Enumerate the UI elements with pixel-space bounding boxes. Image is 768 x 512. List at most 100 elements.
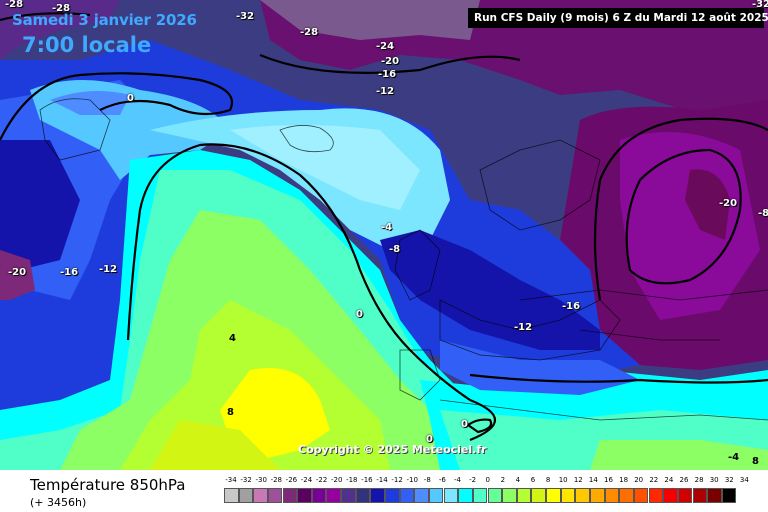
legend-label: -4	[454, 476, 461, 484]
isotherm-label: -12	[514, 322, 533, 333]
legend-label: 16	[604, 476, 613, 484]
color-scale-legend: -34 -32 -30 -28 -26 -24 -22 -20 -18 -16 -14 -12 -10-…	[224, 476, 754, 510]
isotherm-label: -16	[378, 69, 397, 80]
legend-swatch	[721, 488, 737, 503]
legend-label: -26	[285, 476, 298, 484]
legend-swatch	[692, 488, 707, 503]
legend-label: 32	[724, 476, 734, 484]
isotherm-label: 0	[127, 93, 134, 104]
legend-label: -34	[225, 476, 237, 484]
legend-label: -28	[270, 476, 283, 484]
legend-label: -14	[376, 476, 388, 484]
legend-swatch	[297, 488, 312, 503]
isotherm-label: -28	[5, 0, 24, 10]
isotherm-label: 0	[356, 309, 363, 320]
legend-label: -2	[469, 476, 477, 484]
forecast-date: Samedi 3 janvier 2026	[12, 11, 197, 29]
legend-swatch	[428, 488, 444, 503]
greenland-outline	[39, 98, 111, 161]
legend-swatch	[224, 488, 239, 503]
legend-swatch	[414, 488, 429, 503]
legend-swatch	[282, 488, 298, 503]
legend-swatch	[238, 488, 254, 503]
isotherm-label: -24	[376, 41, 395, 52]
legend-swatch	[604, 488, 620, 503]
isotherm-label: -8	[758, 208, 768, 219]
legend-label: -22	[315, 476, 328, 484]
iceland-outline	[279, 125, 334, 153]
isotherm-label: -20	[381, 56, 400, 67]
legend-label: -32	[240, 476, 252, 484]
legend-label: -6	[438, 476, 446, 484]
legend-swatch	[399, 488, 415, 503]
north-africa-coast	[439, 399, 768, 421]
legend-label: 2	[500, 476, 506, 484]
isotherm-label: -28	[52, 3, 71, 14]
isotherm-label: -20	[8, 267, 27, 278]
legend-label: 22	[649, 476, 659, 484]
legend-label: 18	[619, 476, 629, 484]
legend-swatch	[487, 488, 503, 503]
iberia-outline	[399, 349, 441, 401]
legend-label: 26	[679, 476, 689, 484]
legend-swatch	[253, 488, 268, 503]
isotherm-label: -4	[381, 222, 393, 233]
legend-swatch	[443, 488, 459, 503]
legend-swatch	[575, 488, 590, 503]
isotherm-label: -8	[389, 244, 401, 255]
isotherm-label: -16	[562, 301, 581, 312]
legend-label: -30	[255, 476, 267, 484]
variable-title: Température 850hPa	[30, 476, 186, 494]
legend-label: -20	[330, 476, 343, 484]
legend-label: 20	[634, 476, 644, 484]
legend-label: -16	[361, 476, 373, 484]
isotherm-label: -4	[728, 452, 740, 463]
legend-swatch	[472, 488, 488, 503]
legend-label: 0	[485, 476, 490, 484]
legend-swatch	[619, 488, 634, 503]
legend-label: -24	[300, 476, 313, 484]
copyright-text: Copyright © 2025 Meteociel.fr	[298, 443, 487, 456]
legend-labels: -34 -32 -30 -28 -26 -24 -22 -20 -18 -16 -14 -12 -10-…	[224, 476, 754, 486]
legend-swatch	[267, 488, 283, 503]
isotherm-0-line	[126, 143, 497, 442]
isotherm-label: 0	[461, 419, 468, 430]
legend-swatch	[341, 488, 356, 503]
legend-swatch	[458, 488, 473, 503]
europe-outline	[439, 299, 621, 361]
legend-label: 6	[530, 476, 536, 484]
legend-label: 24	[664, 476, 674, 484]
legend-label: -8	[423, 476, 431, 484]
legend-swatch	[516, 488, 532, 503]
legend-swatch	[663, 488, 678, 503]
legend-label: 28	[694, 476, 704, 484]
isotherm-label: -20	[719, 198, 738, 209]
forecast-hour: 7:00 locale	[22, 33, 152, 57]
legend-label: 30	[709, 476, 719, 484]
legend-swatch	[370, 488, 385, 503]
isotherm-label: 4	[229, 333, 236, 344]
legend-swatch	[648, 488, 664, 503]
legend-swatch	[326, 488, 341, 503]
legend-label: -18	[346, 476, 358, 484]
legend-label: 4	[515, 476, 521, 484]
legend-swatch	[355, 488, 371, 503]
legend-swatch	[590, 488, 605, 503]
isotherm-label: -32	[752, 0, 768, 10]
legend-label: -12	[391, 476, 403, 484]
legend-label: -10	[406, 476, 418, 484]
scandinavia-outline	[479, 139, 601, 231]
isotherm-label: -12	[99, 264, 118, 275]
legend-swatch	[677, 488, 693, 503]
legend-swatch	[311, 488, 327, 503]
british-isles-outline	[394, 229, 441, 301]
legend-swatch	[502, 488, 517, 503]
legend-swatch	[560, 488, 576, 503]
isotherm-label: -28	[300, 27, 319, 38]
legend-swatch	[546, 488, 561, 503]
legend-swatch	[633, 488, 649, 503]
isotherm-label: 8	[227, 407, 234, 418]
legend-label: 34	[739, 476, 749, 484]
legend-swatch	[385, 488, 400, 503]
run-info-banner: Run CFS Daily (9 mois) 6 Z du Mardi 12 a…	[468, 8, 768, 28]
